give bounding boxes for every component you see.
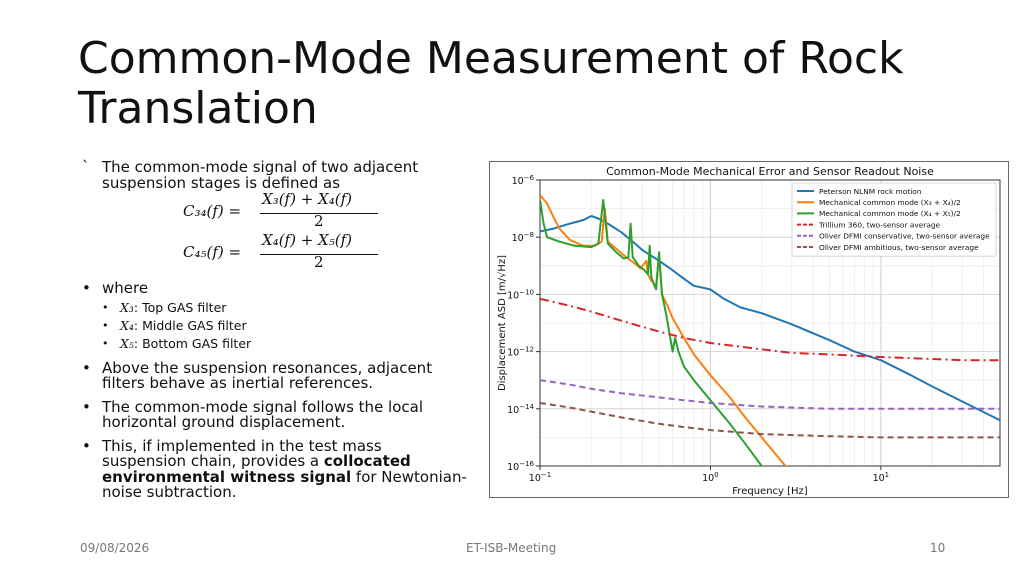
bullet-marker: • (82, 358, 91, 377)
y-tick-label: 10−12 (507, 346, 534, 359)
legend-entry: Peterson NLNM rock motion (819, 187, 922, 196)
formula-c45: C₄₅(f) = X₄(f) + X₅(f) 2 (82, 231, 487, 275)
formula-c45-lhs: C₄₅(f) = (183, 243, 242, 261)
bullet-text-line-2: suspension chain, provides a collocated (102, 452, 487, 470)
legend-entry: Oliver DFMI ambitious, two-sensor averag… (819, 243, 979, 252)
formula-c34-fraction-bar (260, 213, 378, 214)
series-line-2 (540, 194, 787, 466)
y-tick-label: 10−8 (512, 231, 534, 244)
bullet-intro-line-1: The common-mode signal of two adjacent (102, 158, 419, 176)
bullet-text-line-2: horizontal ground displacement. (102, 413, 346, 431)
bullet-bold-segment: environmental witness signal (102, 467, 352, 486)
sub-item-text: : Bottom GAS filter (133, 335, 252, 351)
bullet-witness-signal: • This, if implemented in the test mass … (82, 436, 487, 501)
y-tick-label: 10−14 (507, 403, 534, 416)
bullet-marker: ` (82, 158, 90, 176)
bullet-text-line-2: filters behave as inertial references. (102, 374, 374, 392)
legend-entry: Mechanical common mode (X₄ + X₅)/2 (819, 209, 961, 218)
bullet-text-line-1: Above the suspension resonances, adjacen… (102, 358, 433, 377)
legend-entry: Trillium 360, two-sensor average (818, 220, 941, 229)
bullet-text-segment: suspension chain, provides a (102, 452, 324, 470)
asd-chart: Common-Mode Mechanical Error and Sensor … (497, 165, 1001, 497)
bullet-text-line-1: This, if implemented in the test mass (102, 436, 382, 455)
x-tick-label: 101 (873, 471, 890, 484)
bullet-where-label: where (102, 279, 149, 297)
x-axis-label: Frequency [Hz] (732, 486, 808, 497)
formula-c45-denominator: 2 (314, 253, 324, 271)
sub-item-x4: • X₄: Middle GAS filter (82, 317, 487, 335)
chart-title: Common-Mode Mechanical Error and Sensor … (606, 165, 934, 178)
sub-item-x5: • X₅: Bottom GAS filter (82, 335, 487, 353)
sub-bullet-marker: • (102, 336, 109, 350)
sub-item-symbol: X₄ (120, 317, 134, 333)
chart-container: Common-Mode Mechanical Error and Sensor … (489, 161, 1009, 498)
sub-bullet-marker: • (102, 300, 109, 314)
bullet-suspension-resonances: • Above the suspension resonances, adjac… (82, 358, 487, 392)
sub-item-x3: • X₃: Top GAS filter (82, 299, 487, 317)
slide-title-line-1: Common-Mode Measurement of Rock (78, 33, 904, 84)
formula-c45-fraction-bar (260, 254, 378, 255)
sub-item-text: : Middle GAS filter (133, 317, 247, 333)
sub-list: • X₃: Top GAS filter • X₄: Middle GAS fi… (82, 299, 487, 353)
slide-title-line-2: Translation (78, 83, 318, 134)
legend-entry: Oliver DFMI conservative, two-sensor ave… (819, 232, 990, 241)
slide-body: ` The common-mode signal of two adjacent… (82, 158, 487, 501)
legend-entry: Mechanical common mode (X₃ + X₄)/2 (819, 198, 961, 207)
x-tick-label: 100 (702, 471, 719, 484)
bullet-text-line-4: noise subtraction. (102, 483, 237, 501)
footer-date: 09/08/2026 (80, 541, 150, 555)
slide-title: Common-Mode Measurement of Rock Translat… (78, 34, 978, 134)
y-tick-label: 10−6 (512, 174, 535, 187)
series-line-3 (540, 199, 764, 466)
x-tick-label: 10−1 (529, 471, 551, 484)
bullet-text-line-1: The common-mode signal follows the local (102, 397, 424, 416)
bullet-text-segment: for Newtonian- (351, 467, 467, 486)
bullet-marker: • (82, 279, 91, 297)
y-axis-label: Displacement ASD [m/√Hz] (497, 255, 508, 391)
bullet-intro: ` The common-mode signal of two adjacent… (82, 158, 487, 192)
series-line-1 (540, 215, 1000, 422)
formula-c34-lhs: C₃₄(f) = (183, 202, 242, 220)
bullet-text-line-3: environmental witness signal for Newtoni… (102, 467, 487, 486)
footer-meeting: ET-ISB-Meeting (466, 541, 557, 555)
sub-bullet-marker: • (102, 318, 109, 332)
formula-c34-denominator: 2 (314, 212, 324, 230)
bullet-marker: • (82, 397, 91, 416)
series-line-4 (540, 297, 1000, 362)
series-line-5 (540, 379, 1000, 410)
plot-frame (539, 179, 1001, 467)
sub-item-symbol: X₃ (120, 299, 134, 315)
bullet-where: • where (82, 279, 487, 297)
sub-item-symbol: X₅ (120, 335, 134, 351)
sub-item-text: : Top GAS filter (133, 299, 227, 315)
footer-page-number: 10 (930, 541, 946, 555)
bullet-intro-line-2: suspension stages is defined as (102, 173, 341, 192)
formula-c34: C₃₄(f) = X₃(f) + X₄(f) 2 (82, 191, 487, 233)
formula-c34-numerator: X₃(f) + X₄(f) (262, 190, 352, 208)
bullet-common-mode-follows: • The common-mode signal follows the loc… (82, 397, 487, 431)
series-line-6 (540, 402, 1000, 439)
bullet-bold-segment: collocated (323, 452, 411, 470)
formula-c45-numerator: X₄(f) + X₅(f) (262, 231, 352, 249)
y-tick-label: 10−10 (507, 288, 534, 301)
y-tick-label: 10−16 (507, 460, 534, 473)
bullet-marker: • (82, 436, 91, 455)
legend-box (791, 182, 997, 257)
